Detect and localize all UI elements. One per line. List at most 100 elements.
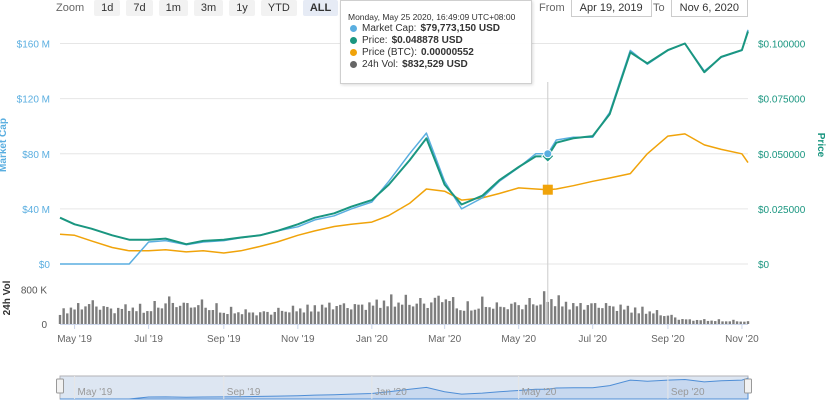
price-btc-line bbox=[59, 133, 749, 254]
volume-bar bbox=[84, 306, 87, 324]
volume-bar bbox=[593, 303, 597, 324]
volume-bar bbox=[557, 295, 560, 324]
volume-bar bbox=[113, 313, 116, 324]
volume-bar bbox=[455, 308, 458, 324]
volume-bar bbox=[204, 307, 207, 324]
volume-bar bbox=[561, 306, 564, 324]
volume-bar bbox=[382, 300, 386, 324]
volume-bar bbox=[615, 310, 619, 324]
volume-bar bbox=[659, 315, 662, 324]
volume-bar bbox=[601, 308, 604, 324]
price-line bbox=[59, 31, 749, 246]
navigator-tick-label: Sep '19 bbox=[227, 387, 261, 398]
volume-bar bbox=[335, 306, 338, 324]
volume-bar bbox=[131, 307, 135, 324]
x-axis-tick-label: Jul '19 bbox=[134, 334, 163, 345]
navigator-tick-label: May '19 bbox=[78, 387, 113, 398]
right-axis-tick-label: $0.050000 bbox=[758, 150, 806, 161]
volume-bar bbox=[539, 304, 542, 324]
volume-bar bbox=[484, 306, 488, 324]
volume-bar bbox=[513, 302, 517, 324]
volume-bar bbox=[350, 309, 353, 324]
navigator-area bbox=[60, 377, 749, 400]
volume-bar bbox=[633, 307, 637, 324]
volume-bar bbox=[211, 310, 215, 324]
volume-bar bbox=[644, 313, 648, 324]
zoom-all-button[interactable]: ALL bbox=[302, 0, 339, 16]
volume-bar bbox=[386, 306, 389, 324]
tooltip-row-market-cap: Market Cap: $79,773,150 USD bbox=[341, 22, 531, 34]
tooltip-label: Price: bbox=[362, 35, 388, 46]
volume-axis-title: 24h Vol bbox=[2, 280, 13, 315]
right-axis-tick-label: $0.025000 bbox=[758, 205, 806, 216]
volume-bar bbox=[288, 312, 291, 324]
volume-bar bbox=[542, 291, 546, 324]
volume-bar bbox=[142, 312, 145, 324]
volume-bar bbox=[510, 303, 513, 324]
zoom-7d-button[interactable]: 7d bbox=[126, 0, 153, 16]
zoom-1m-button[interactable]: 1m bbox=[158, 0, 188, 16]
range-from-label: From bbox=[539, 2, 565, 14]
zoom-3m-button[interactable]: 3m bbox=[193, 0, 224, 16]
volume-axis-tick-label: 800 K bbox=[21, 285, 47, 296]
volume-bar bbox=[448, 300, 451, 324]
tooltip-row-price-btc: Price (BTC): 0.00000552 bbox=[341, 46, 531, 58]
volume-bar bbox=[109, 308, 113, 324]
volume-bar bbox=[612, 306, 615, 324]
navigator-tick-label: Sep '20 bbox=[671, 387, 705, 398]
range-to-input[interactable]: Nov 6, 2020 bbox=[670, 0, 748, 17]
left-axis-title: Market Cap bbox=[0, 118, 9, 172]
volume-bar bbox=[608, 305, 611, 324]
x-axis-tick-label: Mar '20 bbox=[428, 334, 461, 345]
volume-bar bbox=[87, 304, 91, 324]
volume-bar bbox=[579, 303, 582, 324]
volume-bar bbox=[117, 307, 120, 324]
x-axis-tick-label: May '19 bbox=[57, 334, 92, 345]
zoom-1d-button[interactable]: 1d bbox=[94, 0, 121, 16]
volume-bar bbox=[98, 309, 102, 324]
volume-bar bbox=[153, 300, 156, 324]
tooltip-date: Monday, May 25 2020, 16:49:09 UTC+08:00 bbox=[348, 12, 516, 22]
volume-bar bbox=[317, 311, 320, 324]
volume-bar bbox=[743, 321, 746, 324]
volume-bar bbox=[371, 305, 375, 324]
zoom-1y-button[interactable]: 1y bbox=[229, 0, 255, 16]
range-from-input[interactable]: Apr 19, 2019 bbox=[570, 0, 652, 17]
volume-bar bbox=[215, 303, 218, 324]
tooltip-row-volume: 24h Vol: $832,529 USD bbox=[341, 58, 531, 70]
volume-bar bbox=[706, 320, 710, 324]
zoom-ytd-button[interactable]: YTD bbox=[260, 0, 297, 16]
price-dot-icon bbox=[350, 37, 357, 44]
volume-bar bbox=[77, 303, 80, 324]
series-lines bbox=[59, 29, 749, 265]
volume-bar bbox=[688, 319, 691, 324]
volume-bar bbox=[648, 311, 651, 324]
volume-bar bbox=[673, 317, 677, 324]
volume-bar bbox=[320, 304, 324, 324]
volume-bar bbox=[164, 303, 167, 324]
volume-bar bbox=[477, 308, 480, 324]
left-axis-tick-label: $0 bbox=[39, 260, 51, 271]
right-axis-title: Price bbox=[815, 133, 826, 158]
volume-bar bbox=[572, 303, 575, 324]
x-axis-tick-label: Sep '20 bbox=[651, 334, 685, 345]
volume-bar bbox=[259, 312, 262, 324]
volume-bar bbox=[390, 294, 393, 324]
volume-bar bbox=[368, 302, 371, 324]
tooltip-value: $79,773,150 USD bbox=[420, 23, 500, 34]
volume-bar bbox=[277, 307, 280, 324]
volume-bar bbox=[178, 305, 182, 324]
market-cap-dot-icon bbox=[350, 25, 357, 32]
market-cap-marker bbox=[543, 149, 553, 159]
volume-bar bbox=[663, 316, 666, 324]
volume-bar bbox=[106, 306, 109, 324]
volume-bar bbox=[506, 309, 509, 324]
volume-bar bbox=[724, 321, 728, 324]
volume-bar bbox=[604, 303, 608, 324]
navigator-tick-label: May '20 bbox=[522, 387, 557, 398]
volume-bar bbox=[655, 310, 659, 324]
volume-bar bbox=[273, 311, 276, 324]
volume-bar bbox=[575, 306, 579, 324]
volume-bar bbox=[550, 299, 553, 324]
